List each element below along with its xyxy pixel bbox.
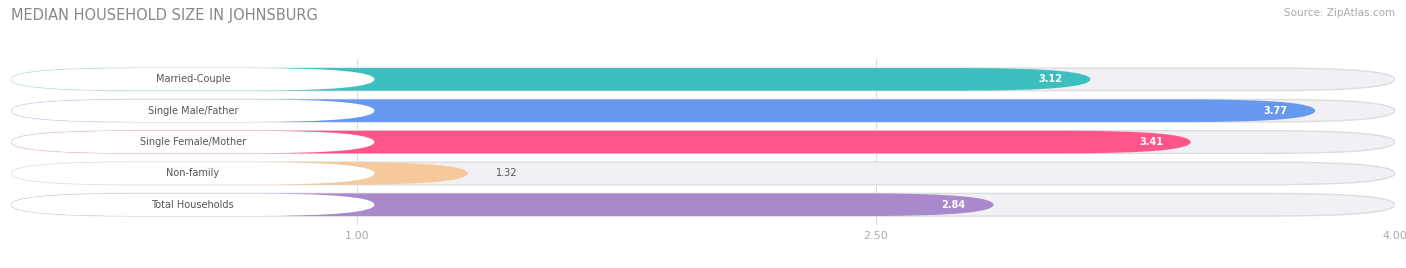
Text: 1.32: 1.32 [495,168,517,178]
FancyBboxPatch shape [11,131,1395,153]
Text: Single Female/Mother: Single Female/Mother [139,137,246,147]
Text: 2.84: 2.84 [942,200,966,210]
FancyBboxPatch shape [11,68,1091,91]
Text: MEDIAN HOUSEHOLD SIZE IN JOHNSBURG: MEDIAN HOUSEHOLD SIZE IN JOHNSBURG [11,8,318,23]
FancyBboxPatch shape [11,193,1395,216]
Text: Single Male/Father: Single Male/Father [148,106,238,116]
FancyBboxPatch shape [11,193,994,216]
FancyBboxPatch shape [11,99,374,122]
FancyBboxPatch shape [11,162,468,185]
Text: 3.41: 3.41 [1139,137,1163,147]
FancyBboxPatch shape [11,131,1191,153]
FancyBboxPatch shape [11,68,1395,91]
FancyBboxPatch shape [11,68,374,91]
Text: 3.77: 3.77 [1264,106,1288,116]
FancyBboxPatch shape [11,162,374,185]
Text: Married-Couple: Married-Couple [156,74,231,84]
FancyBboxPatch shape [11,131,374,153]
Text: Non-family: Non-family [166,168,219,178]
Text: Source: ZipAtlas.com: Source: ZipAtlas.com [1284,8,1395,18]
FancyBboxPatch shape [11,99,1315,122]
Text: 3.12: 3.12 [1039,74,1063,84]
FancyBboxPatch shape [11,99,1395,122]
FancyBboxPatch shape [11,162,1395,185]
FancyBboxPatch shape [11,193,374,216]
Text: Total Households: Total Households [152,200,235,210]
